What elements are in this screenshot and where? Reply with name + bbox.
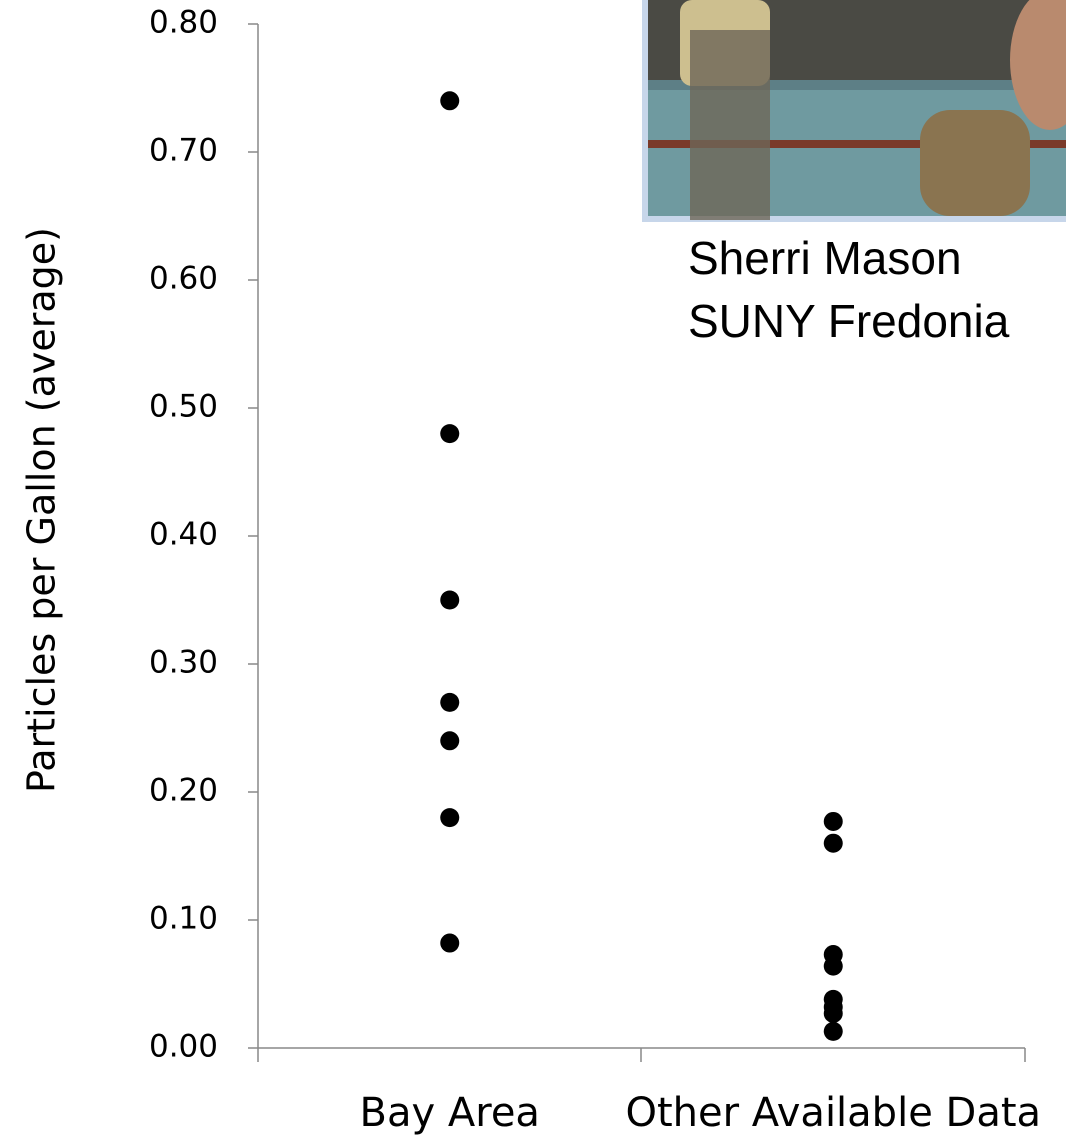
point: [440, 933, 460, 953]
x-tick-label: Bay Area: [360, 1090, 540, 1136]
x-tick-label: Other Available Data: [625, 1090, 1041, 1136]
point: [440, 590, 460, 610]
point: [823, 1003, 843, 1023]
point: [440, 731, 460, 751]
point: [823, 1021, 843, 1041]
point: [823, 833, 843, 853]
y-tick-label: 0.00: [149, 1029, 218, 1065]
y-tick-label: 0.70: [149, 133, 218, 169]
y-tick-label: 0.60: [149, 261, 218, 297]
caption: Sherri Mason: [688, 232, 962, 284]
point: [440, 91, 460, 111]
y-axis-label: Particles per Gallon (average): [20, 227, 64, 793]
y-tick-label: 0.20: [149, 773, 218, 809]
point: [440, 424, 460, 444]
caption: SUNY Fredonia: [688, 295, 1010, 347]
point: [440, 808, 460, 828]
photo: [642, 0, 1066, 222]
y-tick-label: 0.80: [149, 5, 218, 41]
point: [440, 692, 460, 712]
y-tick-label: 0.50: [149, 389, 218, 425]
y-tick-label: 0.40: [149, 517, 218, 553]
point: [823, 956, 843, 976]
point: [823, 811, 843, 831]
y-tick-label: 0.10: [149, 901, 218, 937]
y-tick-label: 0.30: [149, 645, 218, 681]
